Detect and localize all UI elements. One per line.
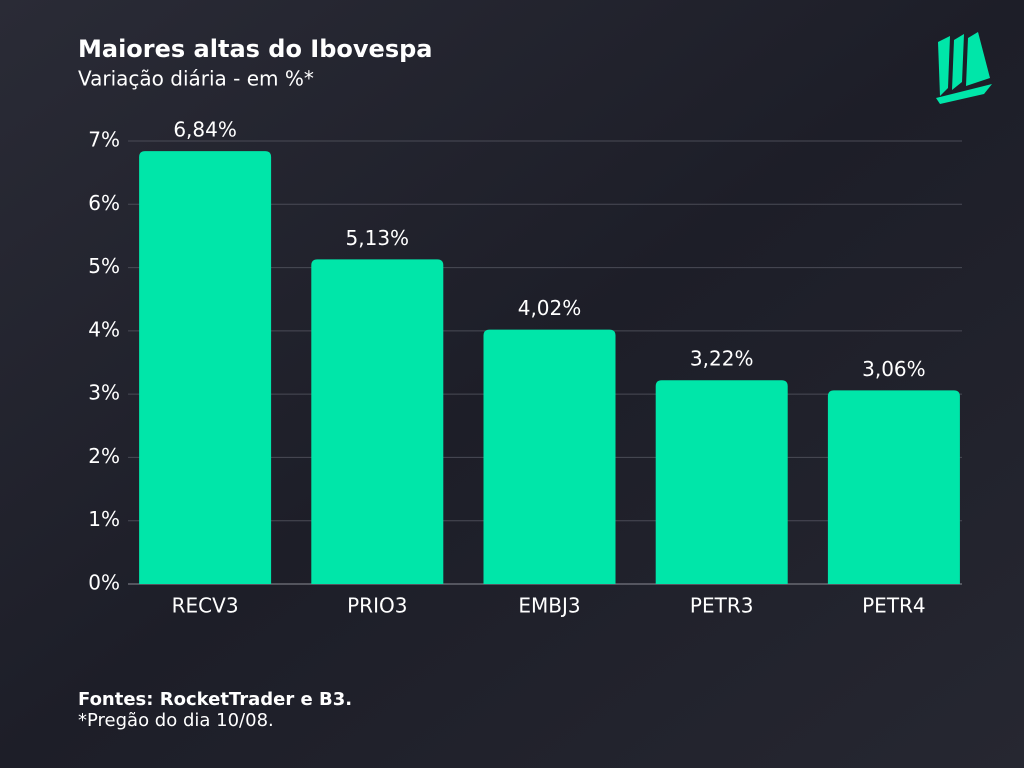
value-label: 5,13%: [346, 226, 410, 250]
value-label: 4,02%: [518, 296, 582, 320]
y-tick-label: 4%: [88, 317, 120, 341]
source: Fontes: RocketTrader e B3.: [78, 689, 352, 710]
bar: [139, 151, 272, 584]
value-label: 3,06%: [862, 357, 926, 381]
x-tick-label: PRIO3: [347, 594, 407, 618]
y-tick-label: 2%: [88, 444, 120, 468]
y-tick-label: 6%: [88, 191, 120, 215]
bar: [483, 329, 616, 584]
y-tick-label: 7%: [88, 128, 120, 152]
y-tick-label: 3%: [88, 381, 120, 405]
value-label: 6,84%: [173, 118, 237, 142]
y-tick-label: 5%: [88, 254, 120, 278]
value-label: 3,22%: [690, 347, 754, 371]
chart-subtitle: Variação diária - em %*: [78, 67, 314, 91]
bar: [827, 390, 960, 584]
logo: [936, 32, 992, 104]
bar: [311, 259, 444, 584]
y-tick-label: 0%: [88, 571, 120, 595]
x-tick-label: RECV3: [172, 594, 239, 618]
y-tick-label: 1%: [88, 507, 120, 531]
x-tick-label: PETR4: [862, 594, 926, 618]
x-tick-label: EMBJ3: [518, 594, 580, 618]
bar: [655, 380, 788, 584]
note: *Pregão do dia 10/08.: [78, 710, 274, 731]
x-tick-label: PETR3: [690, 594, 754, 618]
chart-title: Maiores altas do Ibovespa: [78, 35, 432, 63]
